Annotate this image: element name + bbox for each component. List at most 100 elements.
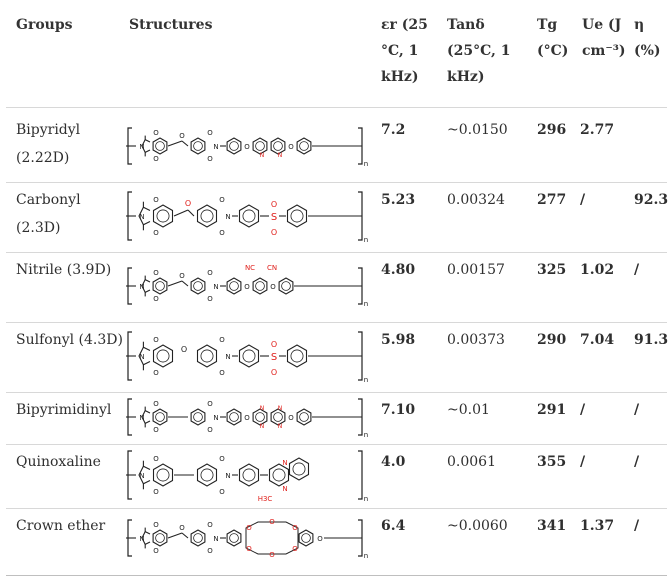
oxygen-label: O [219, 369, 225, 377]
sulfur-label: S [271, 212, 277, 223]
sulfur-label: S [271, 352, 277, 363]
oxygen-label: O [219, 229, 225, 237]
tan-cell: 0.00373 [447, 332, 505, 348]
group-name-line: Sulfonyl (4.3D) [16, 332, 123, 348]
aryl-ring [226, 408, 242, 426]
methyl-label: H3C [258, 495, 273, 503]
eta-cell: 92.3 [634, 192, 669, 208]
carbonyl-oxygen-label: O [179, 132, 185, 140]
nitrogen-label: N [139, 353, 144, 361]
repeat-n-label: n [364, 376, 368, 384]
phthalimide-benzene [152, 344, 174, 368]
ue-cell: / [580, 454, 586, 470]
aryl-ring [238, 344, 260, 368]
ue-cell: / [580, 192, 586, 208]
ether-oxygen-label: O [288, 414, 294, 422]
header-eta: η (%) [634, 12, 661, 64]
eta-cell: / [634, 454, 640, 470]
er-cell: 4.80 [381, 262, 416, 278]
repeat-n-label: n [364, 300, 368, 308]
header-divider [6, 107, 667, 108]
aryl-ring [296, 408, 312, 426]
heteroaryl-ring [252, 137, 268, 155]
header-er-line: εr (25 [381, 17, 428, 33]
imide-ring-left [138, 341, 151, 371]
ether-oxygen-label: O [244, 143, 250, 151]
ring-nitrogen-label: N [278, 405, 283, 412]
er-cell: 5.23 [381, 192, 416, 208]
crown-ether-ring [245, 521, 299, 555]
tan-cell: 0.0061 [447, 454, 496, 470]
header-eta-line: η [634, 17, 645, 33]
phthalimide-benzene [190, 408, 206, 426]
oxygen-label: O [219, 455, 225, 463]
group-name-line: (2.22D) [16, 150, 70, 166]
header-ue-line: cm⁻³) [582, 43, 626, 59]
oxygen-label: O [207, 129, 213, 137]
eta-cell: / [634, 402, 640, 418]
repeat-n-label: n [364, 431, 368, 439]
group-name-line: (2.3D) [16, 220, 61, 236]
phthalimide-benzene [152, 408, 168, 426]
carbonyl-oxygen-label: O [185, 199, 191, 208]
tan-cell: ~0.0150 [447, 122, 508, 138]
repeat-n-label: n [364, 236, 368, 244]
repeat-n-label: n [364, 495, 368, 503]
nitrogen-label: N [213, 414, 218, 422]
nitrogen-label: N [139, 535, 144, 543]
header-structures: Structures [129, 17, 213, 33]
phthalimide-benzene [190, 277, 206, 295]
ether-oxygen-label: O [288, 143, 294, 151]
row-divider [6, 322, 667, 323]
oxygen-label: O [207, 426, 213, 434]
eta-cell: / [634, 518, 640, 534]
carbonyl-oxygen-label: O [179, 272, 185, 280]
nitrogen-label: N [139, 213, 144, 221]
phthalimide-benzene [152, 529, 168, 547]
crown-oxygen-label: O [292, 545, 298, 553]
header-er: εr (25 °C, 1 kHz) [381, 12, 428, 90]
nitrogen-label: N [225, 353, 230, 361]
phthalimide-benzene [152, 137, 168, 155]
ring-nitrogen-label: N [260, 152, 265, 159]
header-tg: Tg (°C) [537, 12, 568, 64]
nitrile-label: NC [245, 264, 255, 272]
crown-oxygen-label: O [269, 518, 275, 526]
tg-cell: 355 [537, 454, 567, 470]
oxygen-label: O [219, 196, 225, 204]
dicyano-ring [252, 277, 268, 295]
repeat-n-label: n [364, 552, 368, 560]
carbonyl-oxygen-label: O [179, 524, 185, 532]
group-cell: Nitrile (3.9D) [16, 256, 111, 284]
oxygen-label: O [153, 196, 159, 204]
imide-ring-left [138, 201, 151, 231]
group-name-line: Bipyrimidinyl [16, 402, 112, 418]
imide-ring-left [138, 460, 151, 490]
oxygen-label: O [153, 295, 159, 303]
sulfonyl-oxygen-label: O [271, 228, 277, 237]
row-divider [6, 182, 667, 183]
eta-cell: / [634, 262, 640, 278]
tan-cell: ~0.01 [447, 402, 490, 418]
aryl-ring [238, 463, 260, 487]
ue-cell: 1.37 [580, 518, 615, 534]
ue-cell: 1.02 [580, 262, 615, 278]
phthalimide-benzene [190, 529, 206, 547]
oxygen-label: O [153, 129, 159, 137]
nitrogen-label: N [213, 143, 218, 151]
group-cell: Crown ether [16, 512, 105, 540]
phthalimide-benzene [196, 344, 218, 368]
quinoxaline-nitrogen-label: N [282, 459, 287, 467]
nitrogen-label: N [139, 472, 144, 480]
table-bottom-rule [6, 575, 667, 576]
aryl-ring [238, 204, 260, 228]
ether-oxygen-label: O [181, 345, 187, 354]
crown-oxygen-label: O [246, 545, 252, 553]
group-cell: Carbonyl (2.3D) [16, 186, 81, 242]
